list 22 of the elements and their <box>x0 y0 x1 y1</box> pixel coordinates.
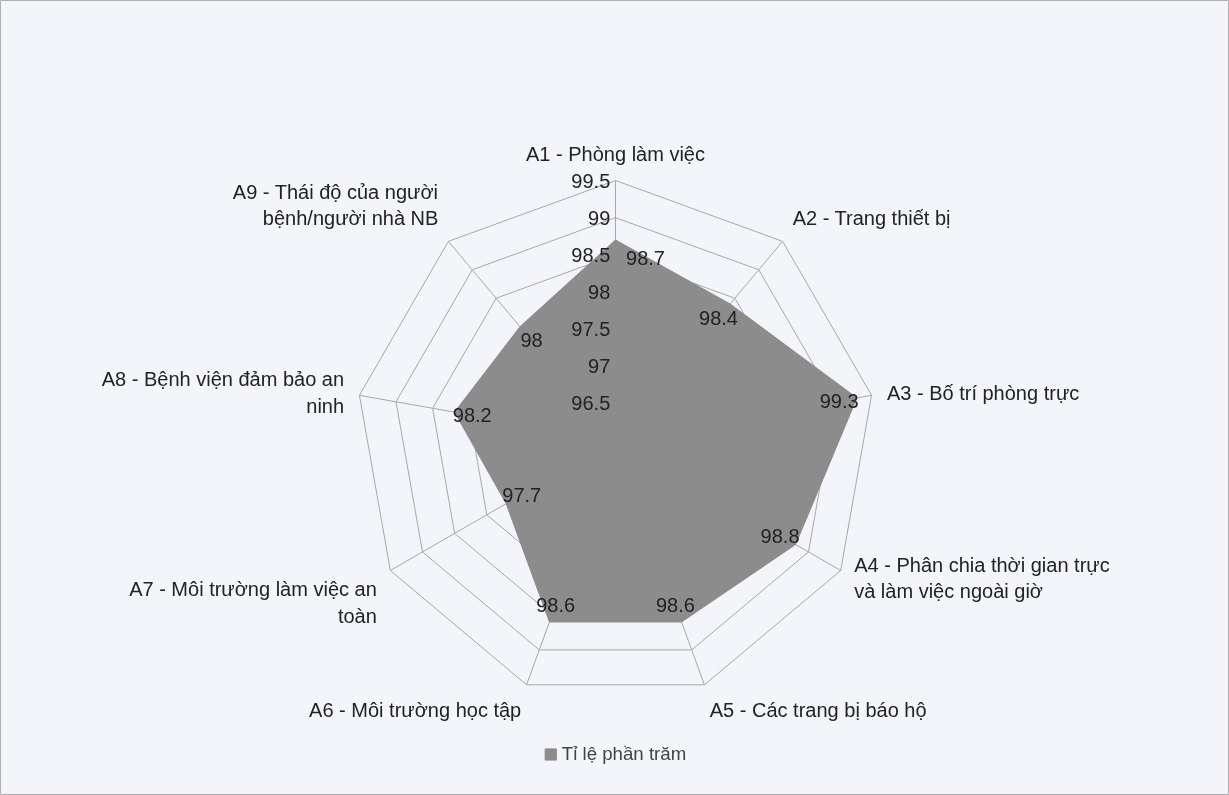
y-tick-label: 99 <box>588 206 611 229</box>
y-tick-label: 96.5 <box>571 392 611 415</box>
spoke-label: A4 - Phân chia thời gian trực và làm việc ngoài giờ <box>854 554 1110 603</box>
data-label: 97.7 <box>502 483 542 506</box>
y-tick-label: 98.5 <box>571 243 611 266</box>
data-label: 98.8 <box>760 524 800 547</box>
spoke-label: A1 - Phòng làm việc <box>526 142 705 165</box>
spoke-label: A5 - Các trang bị báo hộ <box>709 699 927 722</box>
spoke-label: A6 - Môi trường học tập <box>309 699 522 722</box>
spoke-label: A7 - Môi trường làm việc an toàn <box>129 578 377 627</box>
data-label: 98.4 <box>699 306 738 329</box>
spoke-label: A3 - Bố trí phòng trực <box>886 381 1080 404</box>
data-label: 98 <box>520 329 543 352</box>
spoke-label: A8 - Bệnh viện đảm bảo an ninh <box>101 368 345 417</box>
data-label: 98.6 <box>655 594 695 617</box>
y-tick-label: 99.5 <box>571 169 611 192</box>
legend-label: Tỉ lệ phần trăm <box>561 743 687 765</box>
spoke-label: A2 - Trang thiết bị <box>792 207 951 230</box>
spoke-label: A9 - Thái độ của người bệnh/người nhà NB <box>232 180 439 230</box>
y-tick-label: 98 <box>588 280 611 303</box>
y-tick-label: 97 <box>588 355 611 378</box>
y-tick-label: 97.5 <box>571 318 611 341</box>
